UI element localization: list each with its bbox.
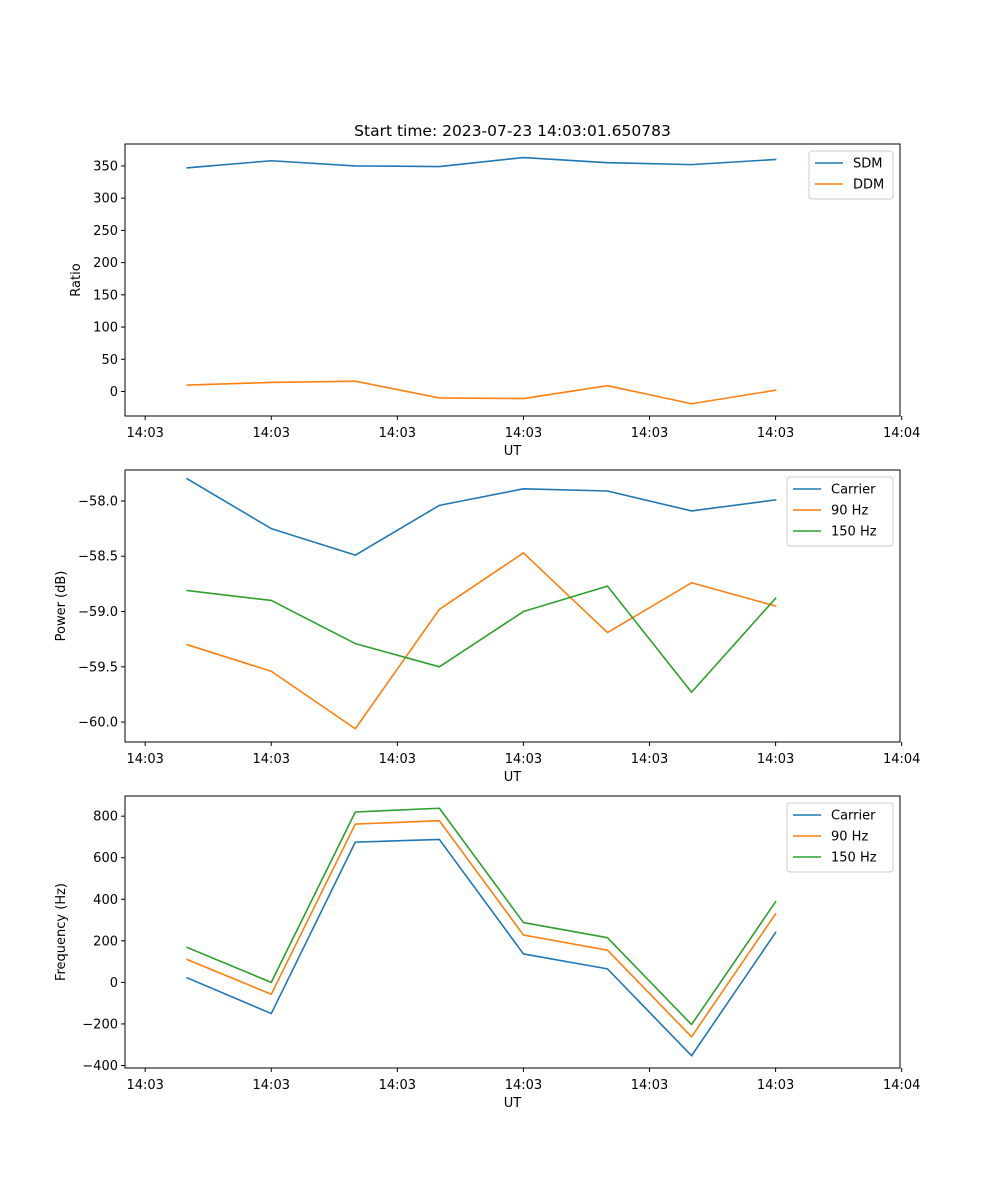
x-tick-label: 14:04 bbox=[883, 1078, 920, 1093]
y-tick-label: −400 bbox=[82, 1059, 118, 1074]
series-line-carrier bbox=[186, 838, 777, 1057]
x-tick-label: 14:04 bbox=[883, 752, 920, 767]
y-tick-label: 300 bbox=[93, 192, 118, 207]
y-tick-label: 100 bbox=[93, 321, 118, 336]
chart-title: Start time: 2023-07-23 14:03:01.650783 bbox=[354, 122, 671, 140]
series-line-sdm bbox=[186, 156, 777, 169]
x-axis-label: UT bbox=[504, 444, 522, 459]
series-line-90-hz bbox=[186, 819, 777, 1038]
x-tick-label: 14:03 bbox=[253, 752, 290, 767]
x-tick-label: 14:03 bbox=[631, 426, 668, 441]
y-tick-label: 400 bbox=[93, 893, 118, 908]
x-tick-label: 14:03 bbox=[126, 426, 163, 441]
y-axis-label: Power (dB) bbox=[54, 571, 69, 642]
y-tick-label: 0 bbox=[110, 385, 118, 400]
x-tick-label: 14:03 bbox=[253, 1078, 290, 1093]
x-tick-label: 14:03 bbox=[757, 426, 794, 441]
legend-label-150-hz: 150 Hz bbox=[831, 851, 877, 866]
y-tick-label: −58.0 bbox=[78, 494, 118, 509]
legend-label-90-hz: 90 Hz bbox=[831, 504, 868, 519]
x-tick-label: 14:03 bbox=[126, 1078, 163, 1093]
x-tick-label: 14:03 bbox=[505, 752, 542, 767]
x-tick-label: 14:03 bbox=[631, 752, 668, 767]
x-tick-label: 14:03 bbox=[505, 1078, 542, 1093]
y-tick-label: 150 bbox=[93, 288, 118, 303]
legend-label-carrier: Carrier bbox=[831, 809, 876, 824]
legend-box bbox=[786, 802, 894, 873]
x-tick-label: 14:03 bbox=[757, 752, 794, 767]
y-tick-label: 200 bbox=[93, 256, 118, 271]
series-line-150-hz bbox=[186, 585, 777, 694]
axes-frame bbox=[124, 143, 901, 417]
y-tick-label: 350 bbox=[93, 159, 118, 174]
x-tick-label: 14:04 bbox=[883, 426, 920, 441]
frequency-panel: 14:03 14:03 14:03 14:03 14:03 14:03 14:04 −400 −… bbox=[54, 795, 920, 1111]
y-tick-label: −59.5 bbox=[78, 660, 118, 675]
x-tick-label: 14:03 bbox=[379, 752, 416, 767]
x-axis-label: UT bbox=[504, 770, 522, 785]
legend: SDM DDM bbox=[808, 150, 894, 200]
y-tick-label: −59.0 bbox=[78, 605, 118, 620]
power-panel: 14:03 14:03 14:03 14:03 14:03 14:03 14:04 −60.0… bbox=[54, 469, 920, 785]
series-line-ddm bbox=[186, 380, 777, 405]
y-tick-label: 600 bbox=[93, 851, 118, 866]
legend-label-150-hz: 150 Hz bbox=[831, 525, 877, 540]
y-tick-label: −200 bbox=[82, 1017, 118, 1032]
ratio-panel: 14:03 14:03 14:03 14:03 14:03 14:03 14:04 0 50 10… bbox=[69, 143, 920, 459]
series-line-90-hz bbox=[186, 552, 777, 730]
x-tick-label: 14:03 bbox=[379, 426, 416, 441]
y-axis-label: Frequency (Hz) bbox=[54, 883, 69, 981]
legend-box bbox=[786, 476, 894, 547]
y-tick-label: −58.5 bbox=[78, 550, 118, 565]
legend-label-carrier: Carrier bbox=[831, 483, 876, 498]
axes-frame bbox=[124, 469, 901, 743]
x-axis-label: UT bbox=[504, 1096, 522, 1111]
legend: Carrier 90 Hz 150 Hz bbox=[786, 802, 894, 873]
x-tick-label: 14:03 bbox=[126, 752, 163, 767]
axes-frame bbox=[124, 795, 901, 1069]
legend-label-90-hz: 90 Hz bbox=[831, 830, 868, 845]
y-tick-label: 200 bbox=[93, 934, 118, 949]
series-line-150-hz bbox=[186, 807, 777, 1026]
legend-label-sdm: SDM bbox=[853, 157, 882, 172]
x-tick-label: 14:03 bbox=[505, 426, 542, 441]
y-tick-label: 800 bbox=[93, 810, 118, 825]
legend-label-ddm: DDM bbox=[853, 178, 884, 193]
x-tick-label: 14:03 bbox=[757, 1078, 794, 1093]
x-tick-label: 14:03 bbox=[253, 426, 290, 441]
series-line-carrier bbox=[186, 477, 777, 556]
y-tick-label: 250 bbox=[93, 224, 118, 239]
y-axis-label: Ratio bbox=[69, 263, 84, 296]
y-tick-label: 50 bbox=[101, 353, 118, 368]
x-tick-label: 14:03 bbox=[379, 1078, 416, 1093]
legend: Carrier 90 Hz 150 Hz bbox=[786, 476, 894, 547]
y-tick-label: −60.0 bbox=[78, 716, 118, 731]
y-tick-label: 0 bbox=[110, 976, 118, 991]
x-tick-label: 14:03 bbox=[631, 1078, 668, 1093]
